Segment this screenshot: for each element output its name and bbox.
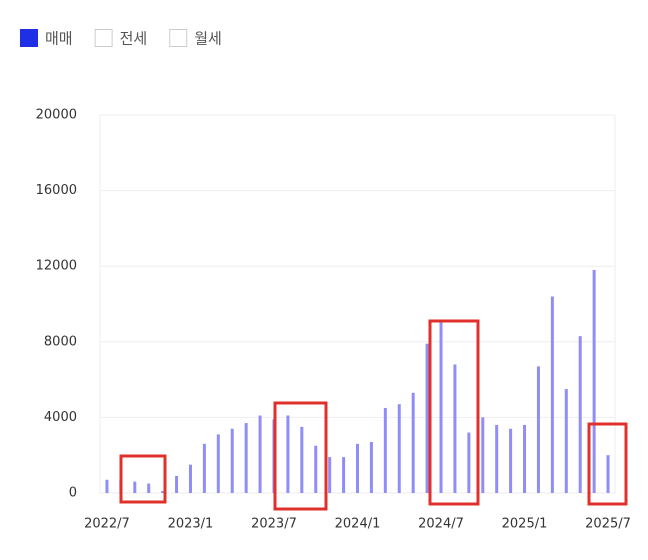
bar: [369, 441, 373, 493]
bar: [161, 491, 165, 493]
highlight-box: [273, 401, 328, 511]
bar: [523, 424, 527, 493]
highlight-box: [587, 422, 628, 506]
bar: [258, 415, 262, 493]
bar: [202, 443, 206, 493]
bar: [578, 336, 582, 493]
bar: [356, 443, 359, 493]
legend: 매매 전세 월세: [20, 29, 222, 48]
bar: [216, 434, 220, 493]
bar: [439, 321, 443, 493]
legend-label[interactable]: 전세: [120, 30, 148, 48]
bar: [453, 364, 457, 493]
bar: [564, 389, 568, 493]
bar: [509, 428, 513, 493]
bar: [244, 423, 248, 493]
y-tick-label: 16000: [36, 183, 77, 198]
bar: [397, 404, 401, 493]
bar: [536, 366, 540, 493]
bar: [175, 475, 179, 493]
x-tick-label: 2025/7: [585, 517, 631, 532]
bar: [105, 479, 109, 493]
y-tick-label: 8000: [44, 334, 77, 349]
x-tick-label: 2024/7: [418, 517, 464, 532]
x-tick-label: 2025/1: [502, 517, 548, 532]
x-tick-label: 2023/7: [251, 517, 297, 532]
bar: [147, 483, 151, 493]
bar: [481, 417, 485, 493]
bar: [606, 455, 610, 493]
bar: [133, 481, 137, 493]
highlight-box: [428, 319, 480, 506]
bar: [467, 432, 471, 493]
legend-swatch[interactable]: [94, 29, 113, 47]
highlights: [119, 319, 628, 511]
highlight-box: [119, 454, 167, 504]
y-tick-label: 20000: [36, 108, 77, 123]
bar: [592, 269, 596, 493]
y-tick-label: 4000: [44, 410, 77, 425]
y-tick-label: 12000: [36, 259, 77, 274]
legend-swatch[interactable]: [20, 29, 38, 47]
bar: [411, 392, 415, 493]
legend-label[interactable]: 월세: [194, 30, 222, 48]
bar: [383, 407, 387, 493]
legend-label[interactable]: 매매: [45, 30, 73, 48]
y-tick-label: 0: [69, 486, 77, 501]
bar: [230, 428, 234, 493]
bar: [286, 415, 290, 493]
bar: [328, 457, 332, 493]
bar: [342, 457, 346, 493]
x-tick-label: 2023/1: [168, 517, 214, 532]
bar: [425, 343, 429, 493]
bar: [314, 445, 318, 493]
bar: [495, 424, 499, 493]
x-tick-label: 2024/1: [335, 517, 381, 532]
bar: [550, 296, 554, 493]
legend-swatch[interactable]: [169, 29, 188, 47]
bar: [188, 464, 192, 493]
bar: [300, 426, 304, 493]
x-tick-label: 2022/7: [84, 517, 130, 532]
